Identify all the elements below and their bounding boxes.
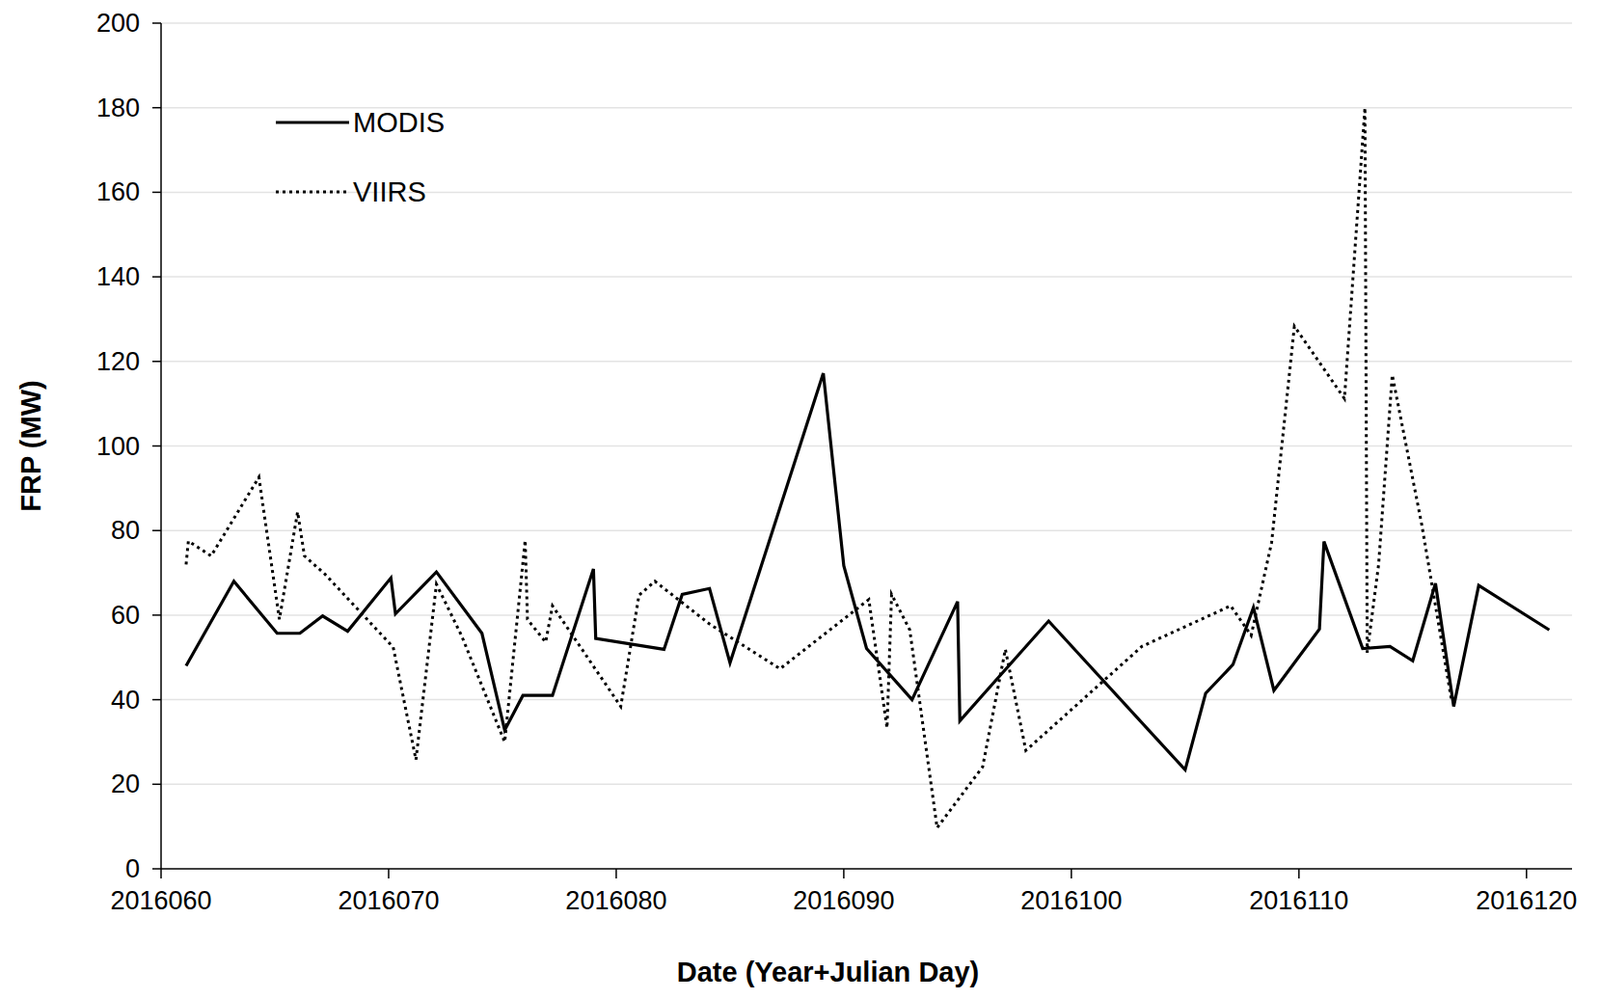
x-tick-label: 2016080 — [565, 886, 667, 916]
x-axis — [161, 867, 1573, 870]
y-tick — [152, 784, 162, 787]
series-line — [186, 108, 1452, 829]
grid-line — [161, 784, 1573, 787]
legend-swatch — [275, 189, 350, 193]
y-tick-label: 60 — [110, 600, 140, 630]
y-tick — [152, 107, 162, 109]
y-axis — [160, 23, 163, 869]
plot-area — [186, 108, 1549, 829]
x-tick — [842, 868, 845, 879]
grid — [161, 23, 1573, 785]
grid-line — [161, 529, 1573, 532]
series-line — [186, 373, 1549, 770]
y-tick-label: 160 — [96, 177, 140, 207]
x-tick-label: 2016090 — [792, 886, 895, 916]
y-tick-label: 200 — [96, 8, 140, 38]
y-tick-label: 120 — [96, 347, 140, 377]
y-tick-label: 180 — [96, 93, 140, 123]
grid-line — [161, 22, 1573, 25]
y-tick-label: 100 — [96, 432, 140, 462]
x-tick — [615, 868, 618, 879]
grid-line — [161, 614, 1573, 617]
x-tick — [1070, 868, 1073, 879]
y-tick — [152, 191, 162, 194]
x-tick — [387, 868, 390, 879]
x-tick — [160, 868, 163, 879]
x-axis-label: Date (Year+Julian Day) — [677, 956, 980, 988]
grid-line — [161, 445, 1573, 448]
y-tick-label: 0 — [125, 854, 140, 884]
y-tick — [152, 699, 162, 702]
y-tick-label: 80 — [110, 515, 140, 545]
legend-label: VIIRS — [352, 176, 427, 208]
y-tick-label: 20 — [110, 769, 140, 799]
y-tick-label: 140 — [96, 262, 140, 292]
y-tick — [152, 867, 162, 870]
grid-line — [161, 699, 1573, 702]
y-tick-label: 40 — [110, 685, 140, 715]
y-tick — [152, 614, 162, 617]
x-tick-label: 2016060 — [109, 886, 212, 916]
x-tick-label: 2016100 — [1020, 886, 1122, 916]
x-tick-label: 2016110 — [1248, 886, 1349, 916]
y-tick — [152, 22, 162, 25]
chart: 0 20 40 60 80 100 120 140 160 180 200 2016060 201607… — [0, 0, 1600, 999]
x-tick — [1298, 868, 1301, 879]
x-tick-label: 2016120 — [1475, 886, 1577, 916]
grid-line — [161, 275, 1573, 278]
legend-label: MODIS — [352, 107, 445, 138]
y-tick — [152, 445, 162, 448]
y-tick — [152, 360, 162, 363]
x-tick — [1525, 868, 1528, 879]
y-axis-label: FRP (MW) — [15, 379, 47, 512]
y-tick — [152, 529, 162, 532]
x-tick-label: 2016070 — [337, 886, 439, 916]
grid-line — [161, 360, 1573, 363]
legend-swatch — [275, 120, 350, 124]
y-tick — [152, 275, 162, 278]
legend: MODIS VIIRS — [275, 107, 445, 208]
